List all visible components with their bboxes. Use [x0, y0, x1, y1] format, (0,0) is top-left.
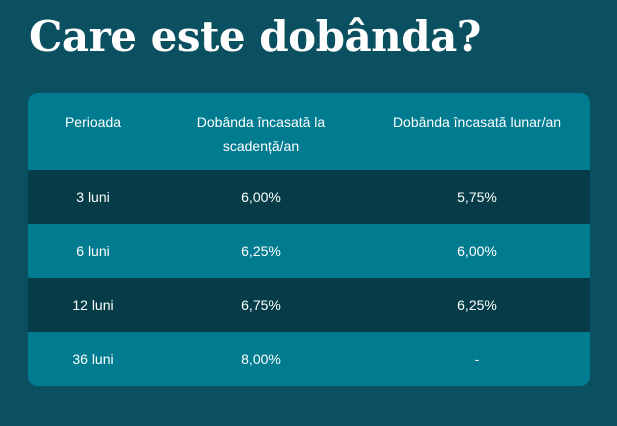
maturity-rate-cell: 6,00% [241, 189, 281, 205]
maturity-rate-cell: 6,75% [241, 297, 281, 313]
maturity-rate-cell: 8,00% [241, 351, 281, 367]
monthly-rate-cell: - [474, 351, 480, 367]
table-header-row: Perioada Dobânda încasată la scadență/an… [28, 93, 590, 170]
table-row: 36 luni 8,00% - [28, 332, 590, 386]
column-header-period: Perioada [64, 114, 122, 130]
interest-rate-table: Perioada Dobânda încasată la scadență/an… [28, 93, 590, 386]
table-row: 12 luni 6,75% 6,25% [28, 278, 590, 332]
table-row: 3 luni 6,00% 5,75% [28, 170, 590, 224]
column-header-maturity-interest: Dobânda încasată la scadență/an [196, 114, 326, 154]
period-cell: 3 luni [76, 189, 110, 205]
period-cell: 12 luni [72, 297, 114, 313]
period-cell: 36 luni [72, 351, 114, 367]
table-row: 6 luni 6,25% 6,00% [28, 224, 590, 278]
monthly-rate-cell: 6,25% [457, 297, 497, 313]
period-cell: 6 luni [76, 243, 110, 259]
monthly-rate-cell: 5,75% [457, 189, 497, 205]
monthly-rate-cell: 6,00% [457, 243, 497, 259]
column-header-monthly-interest: Dobânda încasată lunar/an [392, 114, 562, 130]
page-title: Care este dobânda? [29, 12, 481, 61]
maturity-rate-cell: 6,25% [241, 243, 281, 259]
